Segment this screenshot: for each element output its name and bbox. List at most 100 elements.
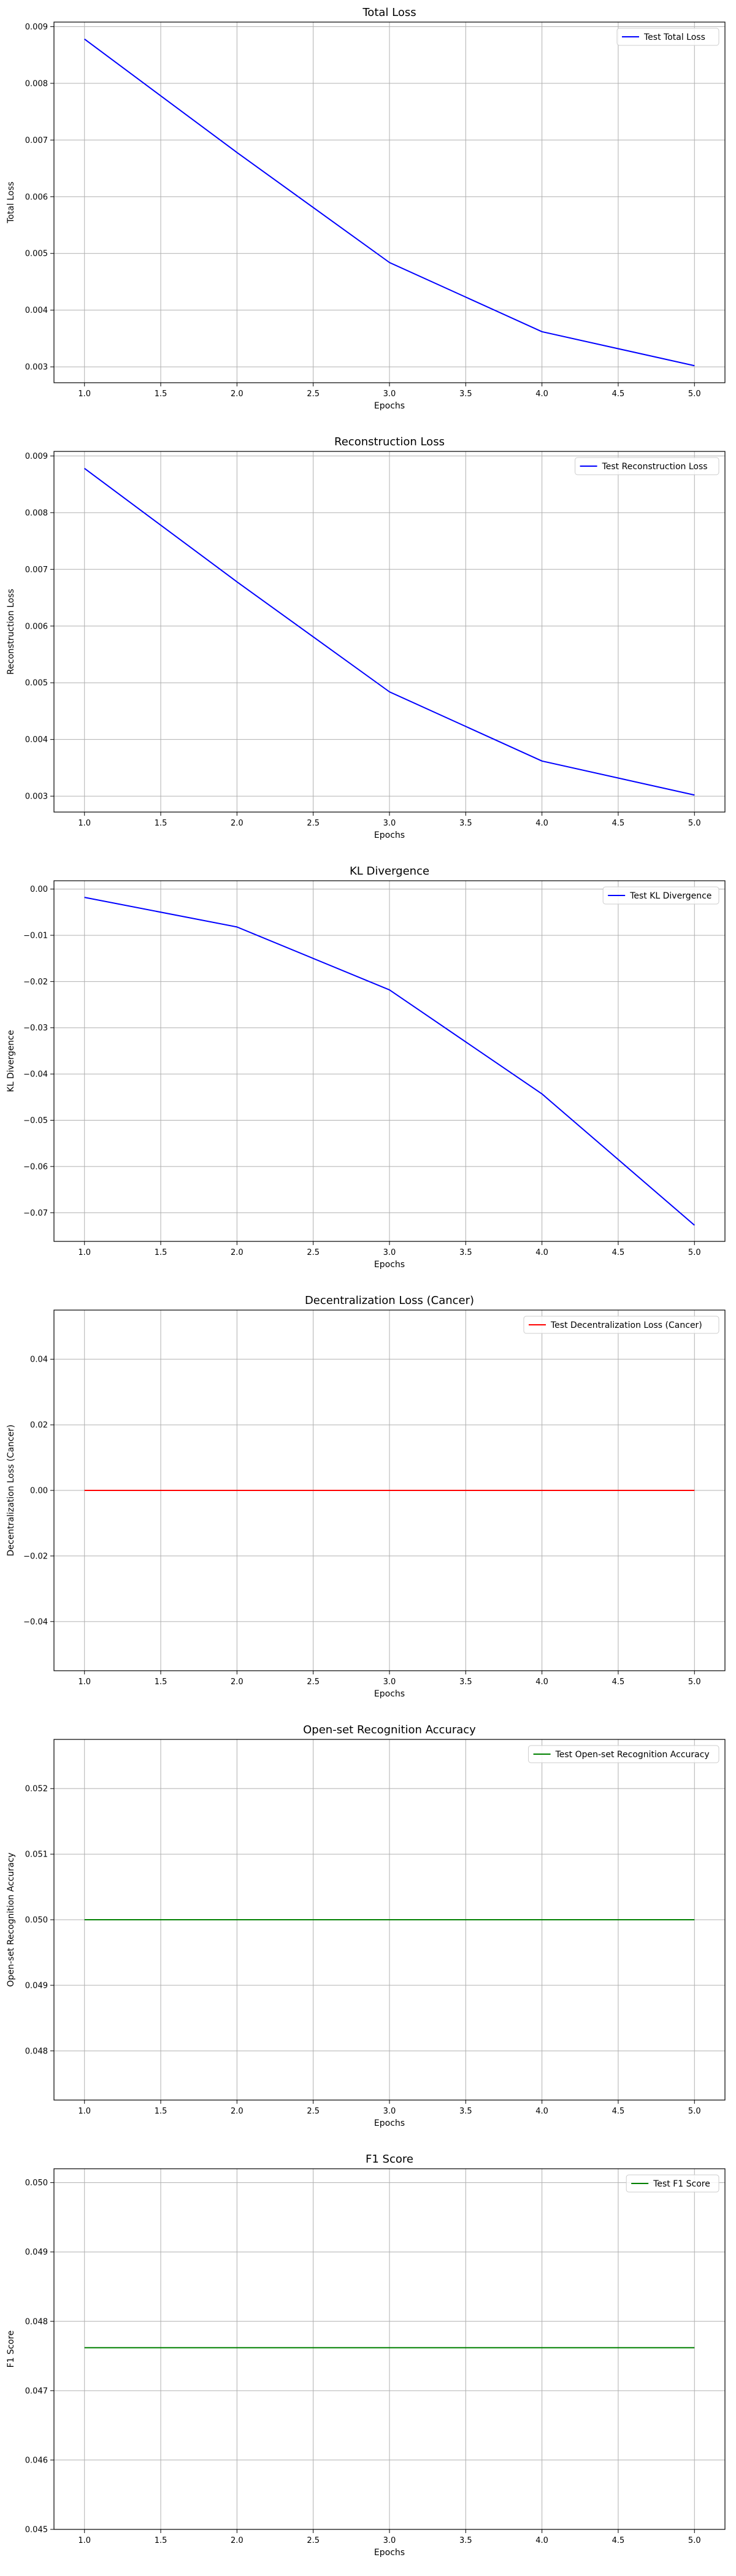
x-tick-label-8: 5.0	[688, 819, 701, 828]
x-tick-label-1: 1.5	[155, 819, 167, 828]
x-tick-label-1: 1.5	[155, 2536, 167, 2545]
x-tick-label-7: 4.5	[612, 1677, 625, 1687]
x-tick-label-8: 5.0	[688, 389, 701, 399]
x-tick-label-6: 4.0	[535, 2536, 548, 2545]
x-tick-label-1: 1.5	[155, 2107, 167, 2116]
x-tick-label-7: 4.5	[612, 1248, 625, 1257]
y-tick-label-3: −0.03	[23, 1024, 48, 1033]
x-tick-label-0: 1.0	[78, 389, 91, 399]
x-tick-label-6: 4.0	[535, 389, 548, 399]
y-tick-label-1: 0.02	[30, 1421, 48, 1430]
legend-label: Test Reconstruction Loss	[602, 462, 708, 472]
grid-lines	[54, 451, 725, 812]
y-tick-label-5: 0.008	[25, 79, 48, 88]
legend-box	[523, 1316, 719, 1334]
x-tick-label-2: 2.0	[231, 1677, 243, 1687]
y-tick-label-3: 0.006	[25, 622, 48, 631]
legend-box	[626, 2174, 719, 2193]
x-axis-label: Epochs	[374, 2548, 405, 2558]
y-tick-label-2: 0.048	[25, 2317, 48, 2326]
y-tick-label-4: −0.04	[23, 1617, 48, 1627]
x-tick-label-2: 2.0	[231, 819, 243, 828]
x-tick-label-0: 1.0	[78, 1677, 91, 1687]
grid-lines	[54, 881, 725, 1241]
y-tick-label-1: −0.01	[23, 931, 48, 940]
legend: Test F1 Score	[626, 2174, 719, 2193]
x-tick-label-5: 3.5	[459, 1248, 472, 1257]
chart-panel-1: 1.0 1.5 2.0 2.5 3.0 3.5 4.0 4.5 5.0 0.003 0.004 0.0…	[6, 6, 726, 411]
x-tick-label-5: 3.5	[459, 2107, 472, 2116]
x-tick-label-7: 4.5	[612, 2536, 625, 2545]
x-axis-label: Epochs	[374, 2118, 405, 2128]
y-tick-label-6: −0.06	[23, 1162, 48, 1171]
y-axis-label: Total Loss	[6, 182, 16, 224]
x-tick-label-6: 4.0	[535, 1677, 548, 1687]
x-tick-label-5: 3.5	[459, 389, 472, 399]
x-tick-label-8: 5.0	[688, 1248, 701, 1257]
x-tick-label-6: 4.0	[535, 1248, 548, 1257]
y-tick-label-1: 0.004	[25, 306, 48, 315]
y-tick-label-2: 0.005	[25, 250, 48, 259]
y-tick-label-3: 0.049	[25, 1981, 48, 1990]
y-tick-label-7: −0.07	[23, 1209, 48, 1218]
x-tick-label-3: 2.5	[307, 1248, 320, 1257]
x-tick-label-0: 1.0	[78, 1248, 91, 1257]
x-tick-label-0: 1.0	[78, 2107, 91, 2116]
x-tick-label-0: 1.0	[78, 2536, 91, 2545]
chart-title: Reconstruction Loss	[334, 435, 445, 448]
x-tick-label-6: 4.0	[535, 819, 548, 828]
y-tick-label-2: −0.02	[23, 978, 48, 987]
y-tick-label-5: 0.045	[25, 2526, 48, 2535]
legend-label: Test KL Divergence	[629, 891, 711, 901]
x-tick-label-4: 3.0	[383, 1677, 396, 1687]
legend: Test Reconstruction Loss	[575, 457, 719, 475]
y-tick-label-0: 0.003	[25, 363, 48, 372]
x-tick-label-8: 5.0	[688, 2536, 701, 2545]
y-tick-label-4: −0.04	[23, 1070, 48, 1079]
chart-title: Total Loss	[362, 6, 416, 19]
y-tick-label-3: −0.02	[23, 1552, 48, 1561]
x-tick-label-4: 3.0	[383, 2107, 396, 2116]
chart-panel-5: 1.0 1.5 2.0 2.5 3.0 3.5 4.0 4.5 5.0 0.052 0.051 0.0…	[6, 1723, 726, 2128]
x-tick-label-4: 3.0	[383, 389, 396, 399]
y-tick-label-4: 0.048	[25, 2047, 48, 2056]
y-tick-label-0: 0.00	[30, 885, 48, 894]
y-tick-label-6: 0.009	[25, 452, 48, 461]
x-tick-label-1: 1.5	[155, 389, 167, 399]
x-tick-label-7: 4.5	[612, 389, 625, 399]
chart-title: KL Divergence	[350, 865, 429, 878]
y-tick-label-4: 0.007	[25, 136, 48, 145]
x-tick-label-8: 5.0	[688, 1677, 701, 1687]
x-tick-label-1: 1.5	[155, 1677, 167, 1687]
x-axis-label: Epochs	[374, 1260, 405, 1270]
legend: Test KL Divergence	[602, 886, 719, 905]
x-tick-label-3: 2.5	[307, 1677, 320, 1687]
y-tick-label-1: 0.004	[25, 735, 48, 745]
legend-label: Test Open-set Recognition Accuracy	[555, 1750, 710, 1760]
x-tick-label-4: 3.0	[383, 819, 396, 828]
legend-box	[602, 886, 719, 905]
y-tick-label-2: 0.00	[30, 1487, 48, 1496]
y-tick-label-3: 0.047	[25, 2386, 48, 2396]
x-tick-label-7: 4.5	[612, 819, 625, 828]
x-tick-label-2: 2.0	[231, 2107, 243, 2116]
y-axis-label: F1 Score	[6, 2331, 16, 2368]
y-axis-label: Decentralization Loss (Cancer)	[6, 1425, 16, 1557]
legend-box	[528, 1745, 719, 1763]
legend-box	[575, 457, 719, 475]
grid-lines	[54, 2169, 725, 2530]
x-tick-label-5: 3.5	[459, 2536, 472, 2545]
legend-label: Test Total Loss	[643, 33, 705, 42]
chart-title: Decentralization Loss (Cancer)	[305, 1294, 474, 1307]
y-tick-label-0: 0.052	[25, 1785, 48, 1794]
chart-title: F1 Score	[366, 2153, 413, 2166]
y-tick-label-0: 0.003	[25, 792, 48, 802]
x-tick-label-2: 2.0	[231, 2536, 243, 2545]
x-tick-label-4: 3.0	[383, 2536, 396, 2545]
y-tick-label-4: 0.046	[25, 2456, 48, 2465]
y-tick-label-2: 0.005	[25, 679, 48, 688]
x-tick-label-5: 3.5	[459, 819, 472, 828]
y-tick-label-2: 0.050	[25, 1916, 48, 1925]
x-tick-label-1: 1.5	[155, 1248, 167, 1257]
